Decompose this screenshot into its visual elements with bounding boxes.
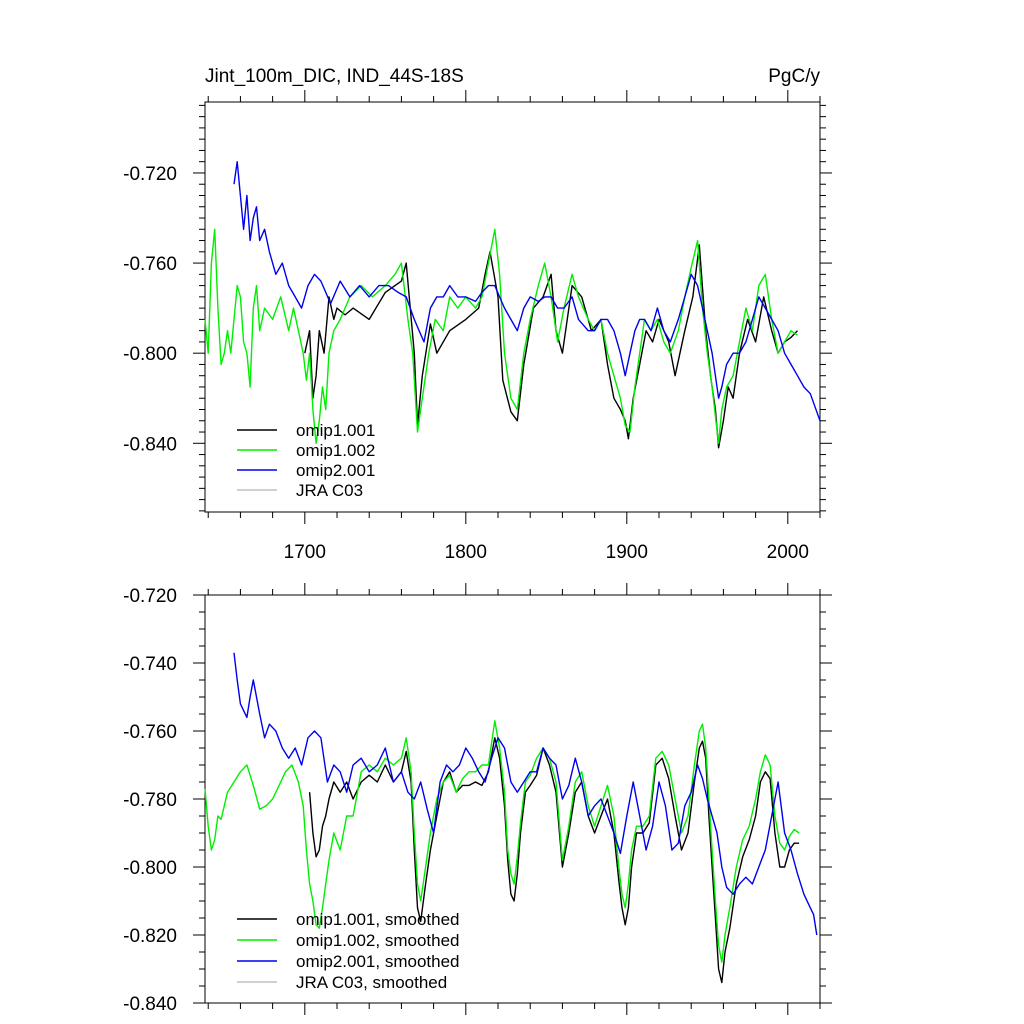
legend-label: JRA C03 <box>296 481 363 500</box>
y-tick-label: -0.760 <box>123 722 177 743</box>
x-tick-label: 1900 <box>606 542 648 563</box>
legend-label: JRA C03, smoothed <box>296 973 447 992</box>
series-line <box>233 652 818 936</box>
y-tick-label: -0.720 <box>123 164 177 185</box>
series-line <box>304 244 799 449</box>
bottom-axis-ticks <box>193 583 832 1015</box>
chart-title: Jint_100m_DIC, IND_44S-18S <box>205 66 464 87</box>
y-tick-label: -0.800 <box>123 344 177 365</box>
legend-label: omip1.001, smoothed <box>296 910 460 929</box>
top-y-tick-labels: -0.720 -0.760 -0.800 -0.840 <box>123 164 177 455</box>
y-tick-label: -0.840 <box>123 434 177 455</box>
top-axis-ticks <box>193 90 832 524</box>
x-tick-label: 2000 <box>767 542 809 563</box>
y-tick-label: -0.780 <box>123 790 177 811</box>
top-series-lines <box>204 160 821 449</box>
legend-label: omip2.001, smoothed <box>296 952 460 971</box>
top-plot-frame <box>204 101 821 513</box>
y-tick-label: -0.740 <box>123 654 177 675</box>
legend-label: omip1.002, smoothed <box>296 931 460 950</box>
bottom-legend: omip1.001, smoothed omip1.002, smoothed om… <box>237 910 460 992</box>
legend-label: omip1.001 <box>296 421 375 440</box>
units-label: PgC/y <box>768 66 820 87</box>
bottom-y-tick-labels: -0.720 -0.740 -0.760 -0.780 -0.800 -0.820 -0.8… <box>123 586 177 1015</box>
top-x-tick-labels: 1700 1800 1900 2000 <box>284 542 809 563</box>
legend-label: omip1.002 <box>296 441 375 460</box>
y-tick-label: -0.760 <box>123 254 177 275</box>
x-tick-label: 1800 <box>445 542 487 563</box>
x-tick-label: 1700 <box>284 542 326 563</box>
y-tick-label: -0.840 <box>123 994 177 1015</box>
legend-label: omip2.001 <box>296 461 375 480</box>
y-tick-label: -0.820 <box>123 926 177 947</box>
bottom-series-lines <box>204 652 818 984</box>
series-line <box>204 228 798 444</box>
y-tick-label: -0.720 <box>123 586 177 607</box>
bottom-panel: -0.720 -0.740 -0.760 -0.780 -0.800 -0.820 -0.8… <box>123 583 832 1015</box>
y-tick-label: -0.800 <box>123 858 177 879</box>
top-panel: Jint_100m_DIC, IND_44S-18S PgC/y -0.720-… <box>123 66 832 563</box>
series-line <box>233 160 821 422</box>
